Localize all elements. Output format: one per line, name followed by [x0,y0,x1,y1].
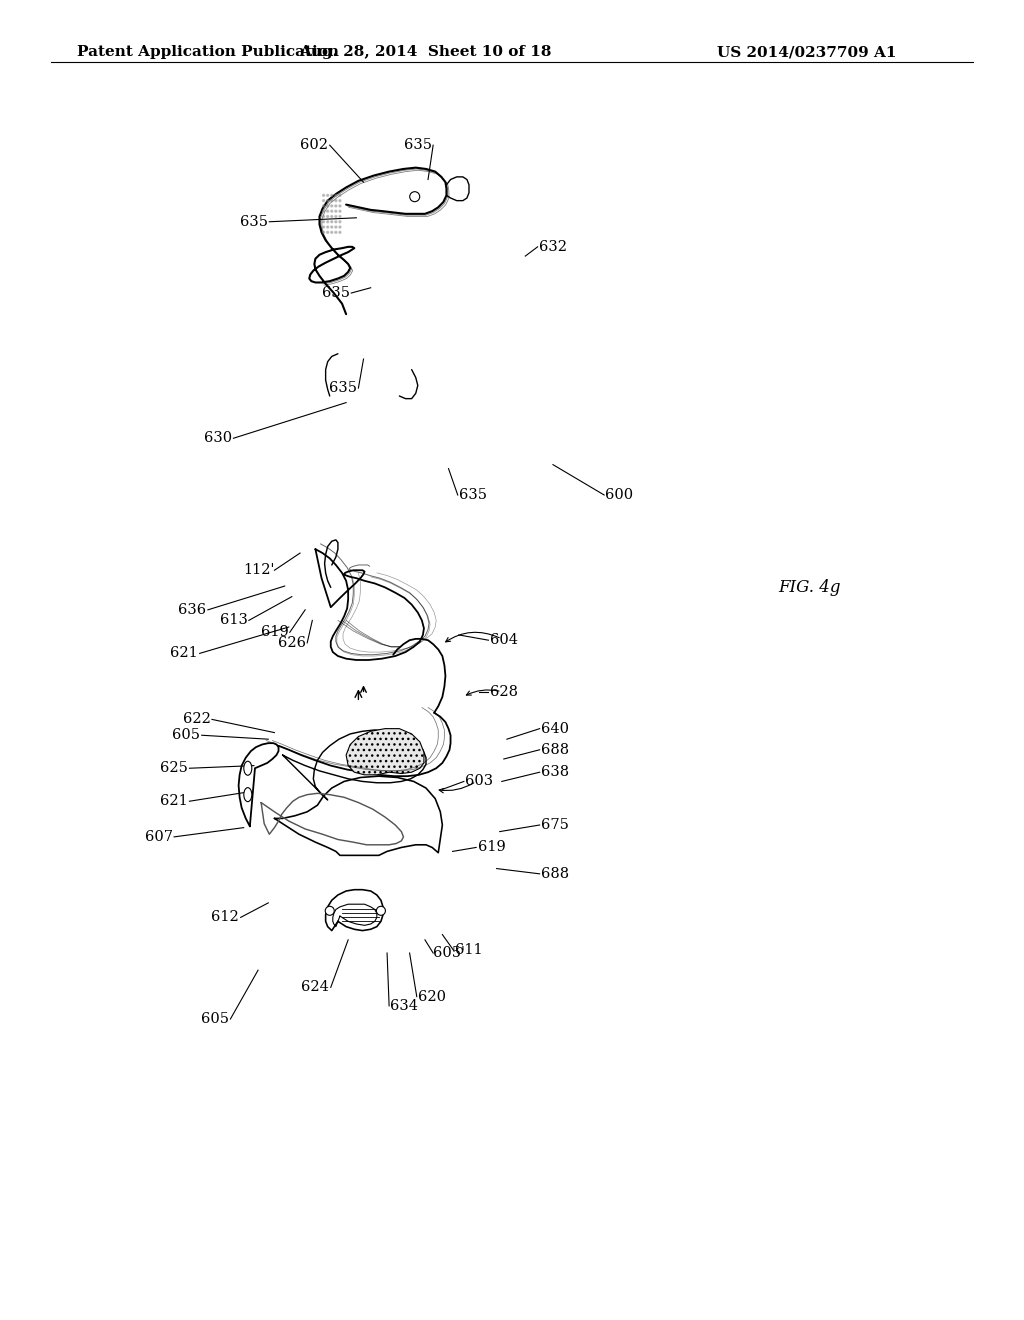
Circle shape [331,226,333,228]
Circle shape [331,205,333,207]
Circle shape [377,907,385,915]
Circle shape [327,220,329,223]
Circle shape [335,226,337,228]
Circle shape [331,220,333,223]
Circle shape [327,215,329,218]
Text: 612: 612 [211,911,240,924]
Text: 635: 635 [322,286,350,300]
Circle shape [327,194,329,197]
Text: 112': 112' [244,564,274,577]
Text: 607: 607 [144,830,173,843]
Text: 635: 635 [403,139,432,152]
Circle shape [335,205,337,207]
Circle shape [327,210,329,213]
Circle shape [331,194,333,197]
Circle shape [335,231,337,234]
Ellipse shape [244,788,252,801]
Text: 619: 619 [477,841,506,854]
Circle shape [331,199,333,202]
Text: 635: 635 [240,215,268,228]
Text: 603: 603 [465,775,494,788]
Text: FIG. 4g: FIG. 4g [778,579,841,595]
Text: 638: 638 [541,766,569,779]
Text: 632: 632 [539,240,567,253]
Circle shape [331,231,333,234]
Text: 630: 630 [204,432,232,445]
Text: 602: 602 [300,139,329,152]
Text: 628: 628 [489,685,518,698]
Text: 613: 613 [219,614,248,627]
Text: Aug. 28, 2014  Sheet 10 of 18: Aug. 28, 2014 Sheet 10 of 18 [299,45,551,59]
Circle shape [323,220,325,223]
Circle shape [326,907,334,915]
Circle shape [327,205,329,207]
Circle shape [323,226,325,228]
Circle shape [335,194,337,197]
Circle shape [323,199,325,202]
Text: US 2014/0237709 A1: US 2014/0237709 A1 [717,45,896,59]
Circle shape [339,231,341,234]
Circle shape [323,194,325,197]
Text: 605: 605 [201,1012,229,1026]
Circle shape [327,199,329,202]
Text: 688: 688 [541,867,569,880]
Text: Patent Application Publication: Patent Application Publication [77,45,339,59]
Circle shape [323,215,325,218]
Text: 605': 605' [432,946,465,960]
Text: 600: 600 [605,488,634,502]
Circle shape [339,226,341,228]
Circle shape [339,194,341,197]
Text: 605: 605 [172,729,201,742]
Text: 625: 625 [160,762,188,775]
Circle shape [327,226,329,228]
Polygon shape [346,729,424,775]
Circle shape [339,199,341,202]
Circle shape [335,199,337,202]
Text: 620: 620 [418,990,446,1003]
Text: 626: 626 [278,636,306,649]
Circle shape [323,231,325,234]
Circle shape [335,210,337,213]
Circle shape [339,205,341,207]
Text: 622: 622 [182,713,211,726]
Circle shape [339,220,341,223]
Circle shape [335,215,337,218]
Circle shape [335,220,337,223]
Ellipse shape [244,762,252,775]
Text: 688: 688 [541,743,569,756]
Text: 621: 621 [170,647,199,660]
Text: 604: 604 [489,634,518,647]
Text: 636: 636 [178,603,207,616]
Text: 611: 611 [456,944,482,957]
Text: 624: 624 [301,981,330,994]
Circle shape [410,191,420,202]
Circle shape [327,231,329,234]
Circle shape [339,210,341,213]
Text: 635: 635 [459,488,487,502]
Circle shape [331,215,333,218]
Text: 634: 634 [390,999,419,1012]
Circle shape [323,205,325,207]
Circle shape [339,215,341,218]
Text: 640: 640 [541,722,569,735]
Text: 675: 675 [541,818,569,832]
Circle shape [331,210,333,213]
Circle shape [323,210,325,213]
Text: 619: 619 [260,626,289,639]
Text: 635: 635 [329,381,357,395]
Text: 621: 621 [160,795,188,808]
